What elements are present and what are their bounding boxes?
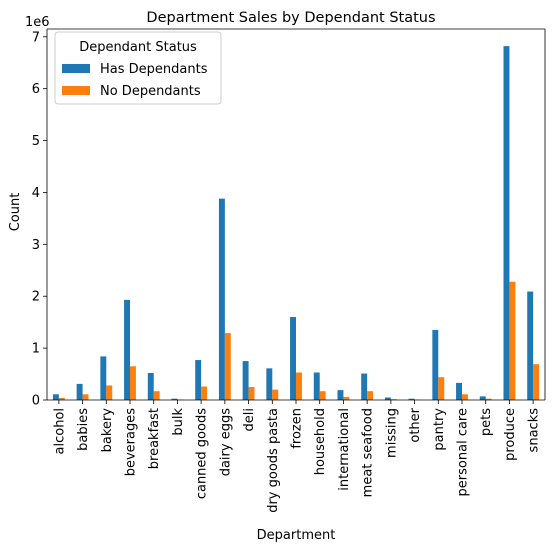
bar-has-dependants-deli: [242, 361, 249, 400]
bar-has-dependants-international: [337, 390, 344, 400]
x-axis-label: Department: [257, 528, 336, 543]
bar-has-dependants-alcohol: [52, 394, 59, 400]
y-tick-label-0: 0: [32, 394, 40, 409]
bar-no-dependants-breakfast: [153, 391, 160, 400]
bar-has-dependants-canned-goods: [195, 360, 202, 400]
x-tick-label-household: household: [313, 408, 328, 475]
y-tick-label-7: 7: [32, 30, 40, 45]
y-tick-label-1: 1: [32, 342, 40, 357]
x-tick-label-snacks: snacks: [527, 408, 542, 453]
x-tick-label-bakery: bakery: [100, 408, 115, 453]
bar-no-dependants-produce: [509, 281, 516, 400]
bar-no-dependants-bakery: [106, 385, 113, 400]
x-tick-label-international: international: [337, 408, 352, 491]
x-tick-label-missing: missing: [384, 408, 399, 458]
x-tick-label-produce: produce: [503, 408, 518, 461]
legend: Dependant Status Has Dependants No Depen…: [54, 31, 222, 105]
bar-no-dependants-dairy-eggs: [224, 333, 231, 400]
x-tick-label-beverages: beverages: [124, 408, 139, 477]
bar-no-dependants-household: [319, 391, 326, 400]
x-tick-label-frozen: frozen: [290, 408, 305, 449]
bar-no-dependants-snacks: [533, 364, 540, 400]
x-tick-label-deli: deli: [242, 408, 257, 431]
legend-title: Dependant Status: [79, 40, 197, 55]
bar-has-dependants-pantry: [432, 329, 439, 400]
legend-label-has-dependants: Has Dependants: [100, 62, 208, 77]
bar-has-dependants-personal-care: [456, 382, 462, 400]
bar-no-dependants-international: [343, 396, 350, 400]
legend-label-no-dependants: No Dependants: [100, 84, 201, 99]
bar-no-dependants-dry-goods-pasta: [272, 389, 279, 400]
x-tick-label-breakfast: breakfast: [147, 408, 162, 469]
x-tick-label-meat-seafood: meat seafood: [361, 408, 376, 497]
legend-swatch-has-dependants: [62, 64, 90, 73]
y-tick-label-5: 5: [32, 134, 40, 149]
bar-has-dependants-bulk: [171, 398, 178, 400]
bar-has-dependants-pets: [479, 396, 486, 400]
bar-has-dependants-snacks: [527, 291, 534, 400]
bar-no-dependants-canned-goods: [201, 386, 208, 400]
bar-no-dependants-alcohol: [58, 397, 65, 400]
bar-has-dependants-missing: [384, 397, 391, 400]
bar-has-dependants-other: [408, 398, 415, 400]
x-tick-label-other: other: [408, 407, 423, 442]
chart-title: Department Sales by Dependant Status: [146, 10, 435, 26]
y-tick-label-4: 4: [32, 186, 40, 201]
plot-area: alcohol babies bakery beverages breakfast bul…: [32, 28, 546, 513]
x-tick-label-pantry: pantry: [432, 408, 447, 451]
bar-no-dependants-pantry: [438, 377, 445, 400]
bar-has-dependants-bakery: [100, 356, 107, 400]
bar-no-dependants-frozen: [296, 372, 302, 400]
legend-swatch-no-dependants: [62, 86, 90, 95]
legend-frame: [54, 31, 222, 105]
x-tick-label-bulk: bulk: [171, 408, 186, 436]
y-tick-label-3: 3: [32, 238, 40, 253]
bar-no-dependants-deli: [248, 387, 255, 400]
bar-has-dependants-breakfast: [147, 373, 154, 400]
bar-has-dependants-meat-seafood: [361, 373, 368, 400]
x-tick-label-canned-goods: canned goods: [195, 408, 210, 499]
bar-no-dependants-pets: [485, 398, 492, 400]
y-axis-label: Count: [8, 193, 23, 232]
y-tick-label-6: 6: [32, 82, 40, 97]
x-tick-label-dairy-eggs: dairy eggs: [218, 408, 233, 477]
x-tick-label-dry-goods-pasta: dry goods pasta: [266, 408, 281, 513]
bar-no-dependants-meat-seafood: [367, 391, 374, 400]
bar-no-dependants-personal-care: [462, 394, 468, 400]
x-tick-label-babies: babies: [76, 408, 91, 451]
x-tick-label-pets: pets: [479, 408, 494, 436]
bar-has-dependants-produce: [503, 46, 510, 401]
bar-has-dependants-dry-goods-pasta: [266, 368, 273, 400]
bar-no-dependants-babies: [82, 394, 89, 400]
x-tick-label-personal-care: personal care: [456, 408, 471, 496]
bar-has-dependants-household: [313, 372, 320, 400]
bar-has-dependants-babies: [76, 383, 83, 400]
y-offset-text: 1e6: [25, 15, 50, 30]
bar-no-dependants-beverages: [130, 366, 136, 400]
y-tick-label-2: 2: [32, 290, 40, 305]
x-tick-label-alcohol: alcohol: [52, 408, 67, 454]
bar-no-dependants-missing: [390, 399, 397, 400]
bar-has-dependants-frozen: [290, 316, 296, 400]
bar-has-dependants-beverages: [124, 299, 130, 400]
bar-has-dependants-dairy-eggs: [218, 198, 225, 400]
